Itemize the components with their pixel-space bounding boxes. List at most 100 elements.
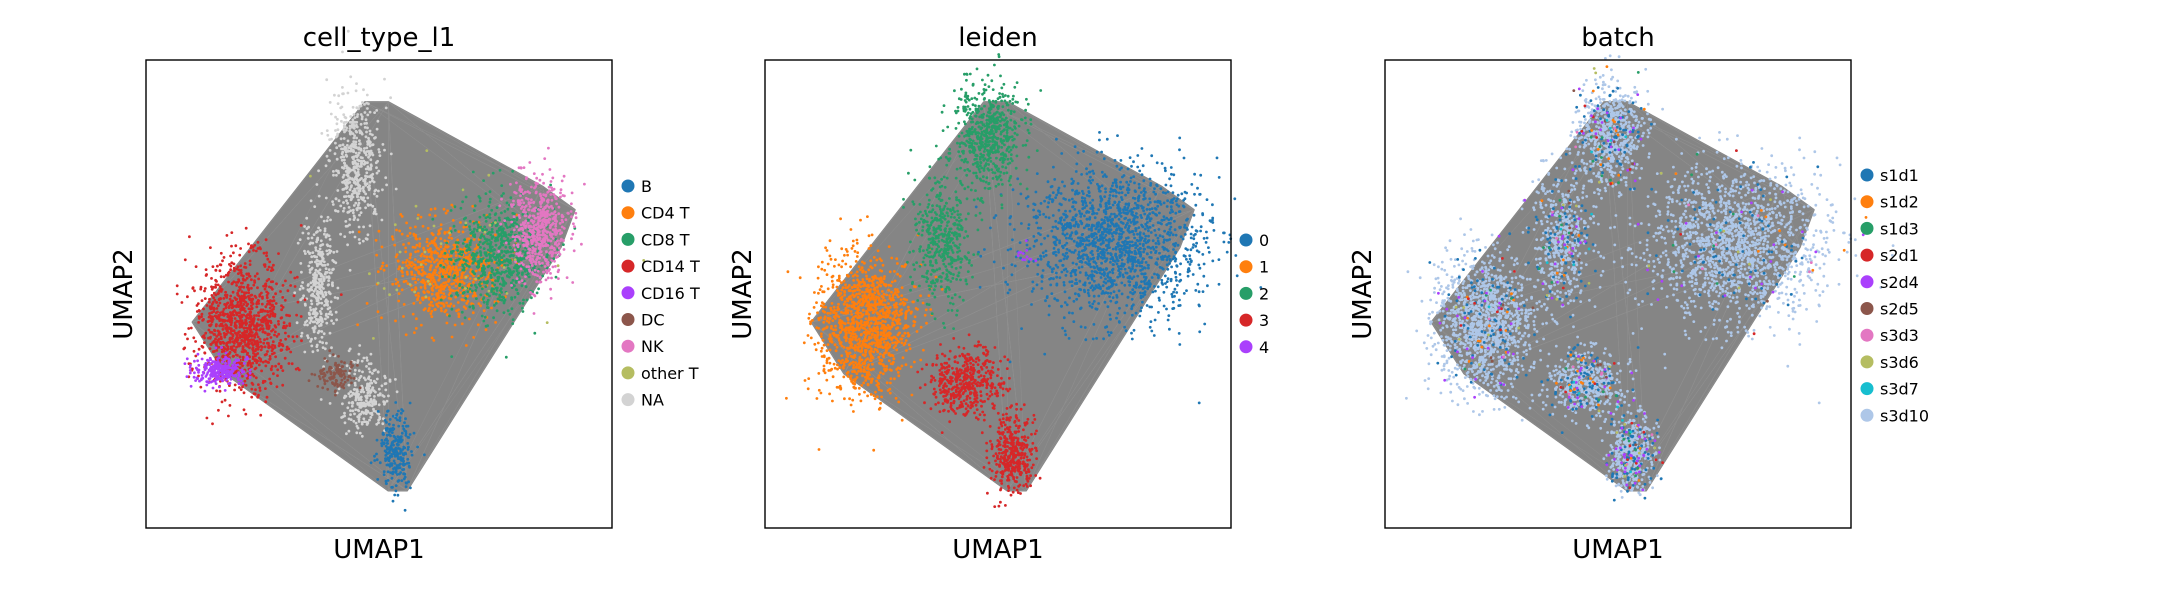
legend-item: CD16 T	[621, 284, 700, 303]
legend-marker	[621, 286, 635, 300]
legend-label: s3d7	[1880, 380, 1919, 399]
panel-leiden: leiden UMAP1 UMAP2 0 1 2 3 4	[728, 23, 1269, 565]
legend-marker	[1239, 340, 1253, 354]
legend-item: s1d1	[1860, 166, 1919, 185]
points-dc	[307, 349, 362, 397]
points-na	[293, 183, 340, 369]
legend-label: DC	[641, 311, 665, 330]
legend-label: CD8 T	[641, 230, 690, 249]
plot-frame	[145, 59, 613, 529]
panel-batch: batchUMAP1UMAP2s1d1s1d2s1d3s2d1s2d4s2d5s…	[1348, 23, 1929, 565]
legend-label: CD4 T	[641, 204, 690, 223]
legend-marker	[1860, 408, 1874, 422]
legend-label: 1	[1259, 258, 1269, 277]
legend-marker	[621, 339, 635, 353]
legend-item: 0	[1239, 231, 1269, 250]
legend-item: s2d1	[1860, 246, 1919, 265]
points-cd14-t	[175, 224, 343, 426]
legend-marker	[621, 206, 635, 220]
y-axis-label: UMAP2	[728, 248, 758, 339]
legend-marker	[1239, 260, 1253, 274]
legend-label: s3d6	[1880, 353, 1919, 372]
legend: B CD4 T CD8 T CD14 T CD16 T DC NK other T NA	[621, 177, 700, 410]
legend: 0 1 2 3 4	[1239, 231, 1269, 357]
legend-item: s1d2	[1860, 193, 1919, 212]
plot-frame	[764, 59, 1232, 529]
points-cd16-t	[183, 346, 252, 393]
points-s2d4	[1437, 87, 1865, 492]
legend-item: s3d10	[1860, 406, 1929, 425]
panel-title: batch	[1581, 23, 1654, 53]
points-cluster-3	[916, 333, 1013, 434]
points-s3d10	[1405, 217, 1558, 422]
legend-marker	[1860, 168, 1874, 182]
legend-marker	[621, 232, 635, 246]
legend-label: other T	[641, 364, 699, 383]
legend-marker	[1860, 221, 1874, 235]
points-s1d3	[1463, 71, 1796, 478]
legend-marker	[621, 179, 635, 193]
legend-label: CD14 T	[641, 257, 700, 276]
legend-item: other T	[621, 364, 699, 383]
legend-item: CD4 T	[621, 204, 690, 223]
points-cluster-4	[1016, 239, 1038, 263]
legend-marker	[1860, 328, 1874, 342]
points-b	[369, 401, 426, 512]
points-cluster-2	[939, 53, 1043, 222]
points-cluster-0	[974, 131, 1263, 405]
legend-label: s2d5	[1880, 300, 1919, 319]
legend-label: NK	[641, 337, 664, 356]
legend-item: s3d3	[1860, 326, 1919, 345]
legend-label: s3d10	[1880, 406, 1929, 425]
points-na	[319, 344, 399, 438]
legend-marker	[621, 313, 635, 326]
points-s3d10	[1520, 134, 1609, 348]
points-cluster-1	[785, 215, 944, 452]
points-other-t	[309, 149, 646, 340]
points-s2d5	[1489, 89, 1769, 447]
legend-marker	[621, 393, 635, 407]
legend-marker	[1860, 195, 1874, 209]
legend-item: NA	[621, 391, 664, 410]
legend-label: 4	[1259, 338, 1269, 357]
points-s3d6	[1454, 67, 1772, 478]
points-s2d1	[1459, 104, 1756, 490]
legend-marker	[621, 259, 635, 273]
legend-label: 0	[1259, 231, 1269, 250]
points-cd8-t	[431, 168, 577, 359]
legend-item: CD14 T	[621, 257, 700, 276]
legend-label: s1d3	[1880, 219, 1919, 238]
legend-item: B	[621, 177, 652, 196]
legend-item: CD8 T	[621, 230, 690, 249]
legend-item: 2	[1239, 284, 1269, 303]
legend-label: s1d2	[1880, 193, 1919, 212]
legend-marker	[1239, 233, 1253, 247]
legend-item: s1d3	[1860, 219, 1919, 238]
legend-label: CD16 T	[641, 284, 700, 303]
x-axis-label: UMAP1	[952, 535, 1043, 565]
legend-item: NK	[621, 337, 664, 356]
legend-label: s3d3	[1880, 326, 1919, 345]
legend-marker	[1860, 248, 1874, 262]
panel-title: leiden	[958, 23, 1037, 53]
points-s1d1	[1428, 86, 1820, 502]
legend-marker	[1239, 313, 1253, 327]
legend-item: 3	[1239, 311, 1269, 330]
legend: s1d1 s1d2 s1d3 s2d1 s2d4 s2d5 s3d3 s3d6 s3d7 s3d1…	[1860, 166, 1929, 425]
plot-frame	[1384, 59, 1852, 529]
panel-title: cell_type_l1	[303, 23, 456, 53]
legend-item: 1	[1239, 258, 1269, 277]
y-axis-label: UMAP2	[109, 248, 139, 339]
legend-item: DC	[621, 311, 665, 330]
legend-marker	[1860, 302, 1874, 315]
legend-marker	[1860, 355, 1874, 369]
legend-item: 4	[1239, 338, 1269, 357]
legend-item: s2d5	[1860, 300, 1919, 319]
x-axis-label: UMAP1	[333, 535, 424, 565]
legend-label: s2d1	[1880, 246, 1919, 265]
legend-item: s3d6	[1860, 353, 1919, 372]
y-axis-label: UMAP2	[1348, 248, 1378, 339]
points-s3d7	[1487, 119, 1722, 474]
points-s3d10	[1532, 332, 1667, 430]
